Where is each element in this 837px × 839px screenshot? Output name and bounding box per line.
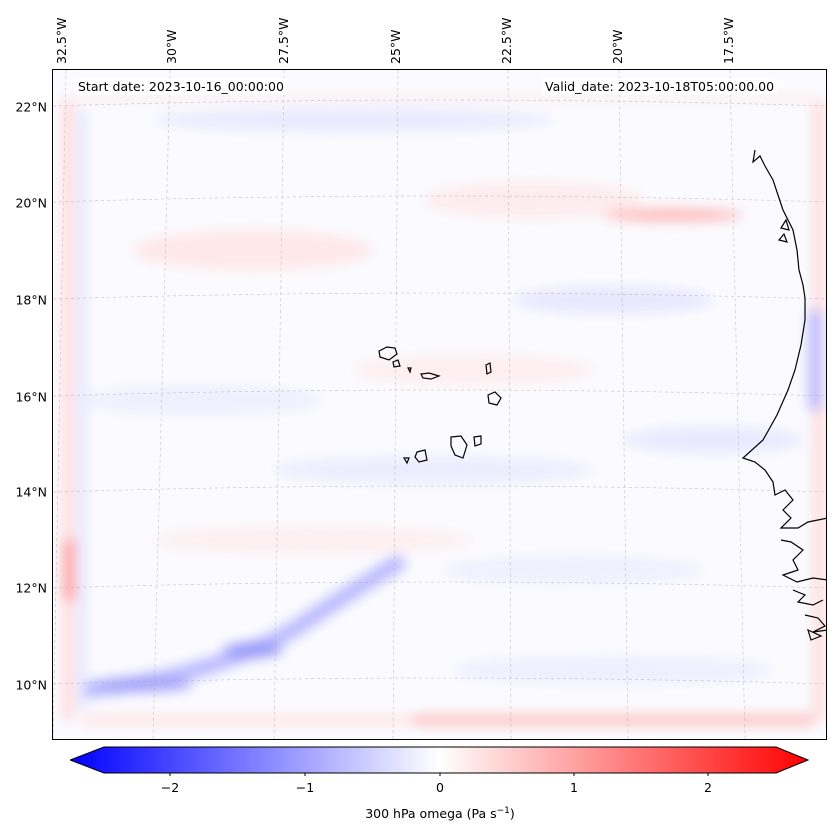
lon-label-27-5w: 27.5°W xyxy=(276,17,291,64)
colorbar-title-text: 300 hPa omega (Pa s xyxy=(365,806,497,822)
colorbar xyxy=(70,746,810,776)
lon-label-30w: 30°W xyxy=(164,29,179,64)
lon-label-32-5w: 32.5°W xyxy=(54,17,69,64)
lat-label-10n: 10°N xyxy=(15,677,47,693)
cb-tick-label-0: 0 xyxy=(436,780,444,795)
lat-label-14n: 14°N xyxy=(15,484,47,500)
omega-field-map xyxy=(53,70,826,739)
colorbar-bar xyxy=(70,746,810,774)
lat-label-12n: 12°N xyxy=(15,580,47,596)
colorbar-title: 300 hPa omega (Pa s−1) xyxy=(0,806,837,821)
lat-label-18n: 18°N xyxy=(15,292,47,308)
cb-tick-label-n2: −2 xyxy=(160,780,180,795)
cb-tick-label-p2: 2 xyxy=(704,780,712,795)
start-date-label: Start date: 2023-10-16_00:00:00 xyxy=(75,78,287,95)
lat-label-16n: 16°N xyxy=(15,389,47,405)
lat-label-22n: 22°N xyxy=(15,99,47,115)
gridlines xyxy=(53,70,826,739)
cb-tick-label-p1: 1 xyxy=(570,780,578,795)
lon-label-25w: 25°W xyxy=(388,29,403,64)
cb-tick-label-n1: −1 xyxy=(295,780,315,795)
cape-verde-islands xyxy=(378,346,502,465)
colorbar-title-suffix: ) xyxy=(509,806,515,822)
coastline xyxy=(741,149,826,641)
lat-label-20n: 20°N xyxy=(15,195,47,211)
map-panel xyxy=(52,69,827,740)
lon-label-22-5w: 22.5°W xyxy=(499,17,514,64)
colorbar-title-sup: −1 xyxy=(496,806,510,816)
omega-field xyxy=(63,95,825,725)
lon-label-20w: 20°W xyxy=(610,29,625,64)
valid-date-label: Valid_date: 2023-10-18T05:00:00.00 xyxy=(542,78,778,95)
lon-label-17-5w: 17.5°W xyxy=(721,17,736,64)
